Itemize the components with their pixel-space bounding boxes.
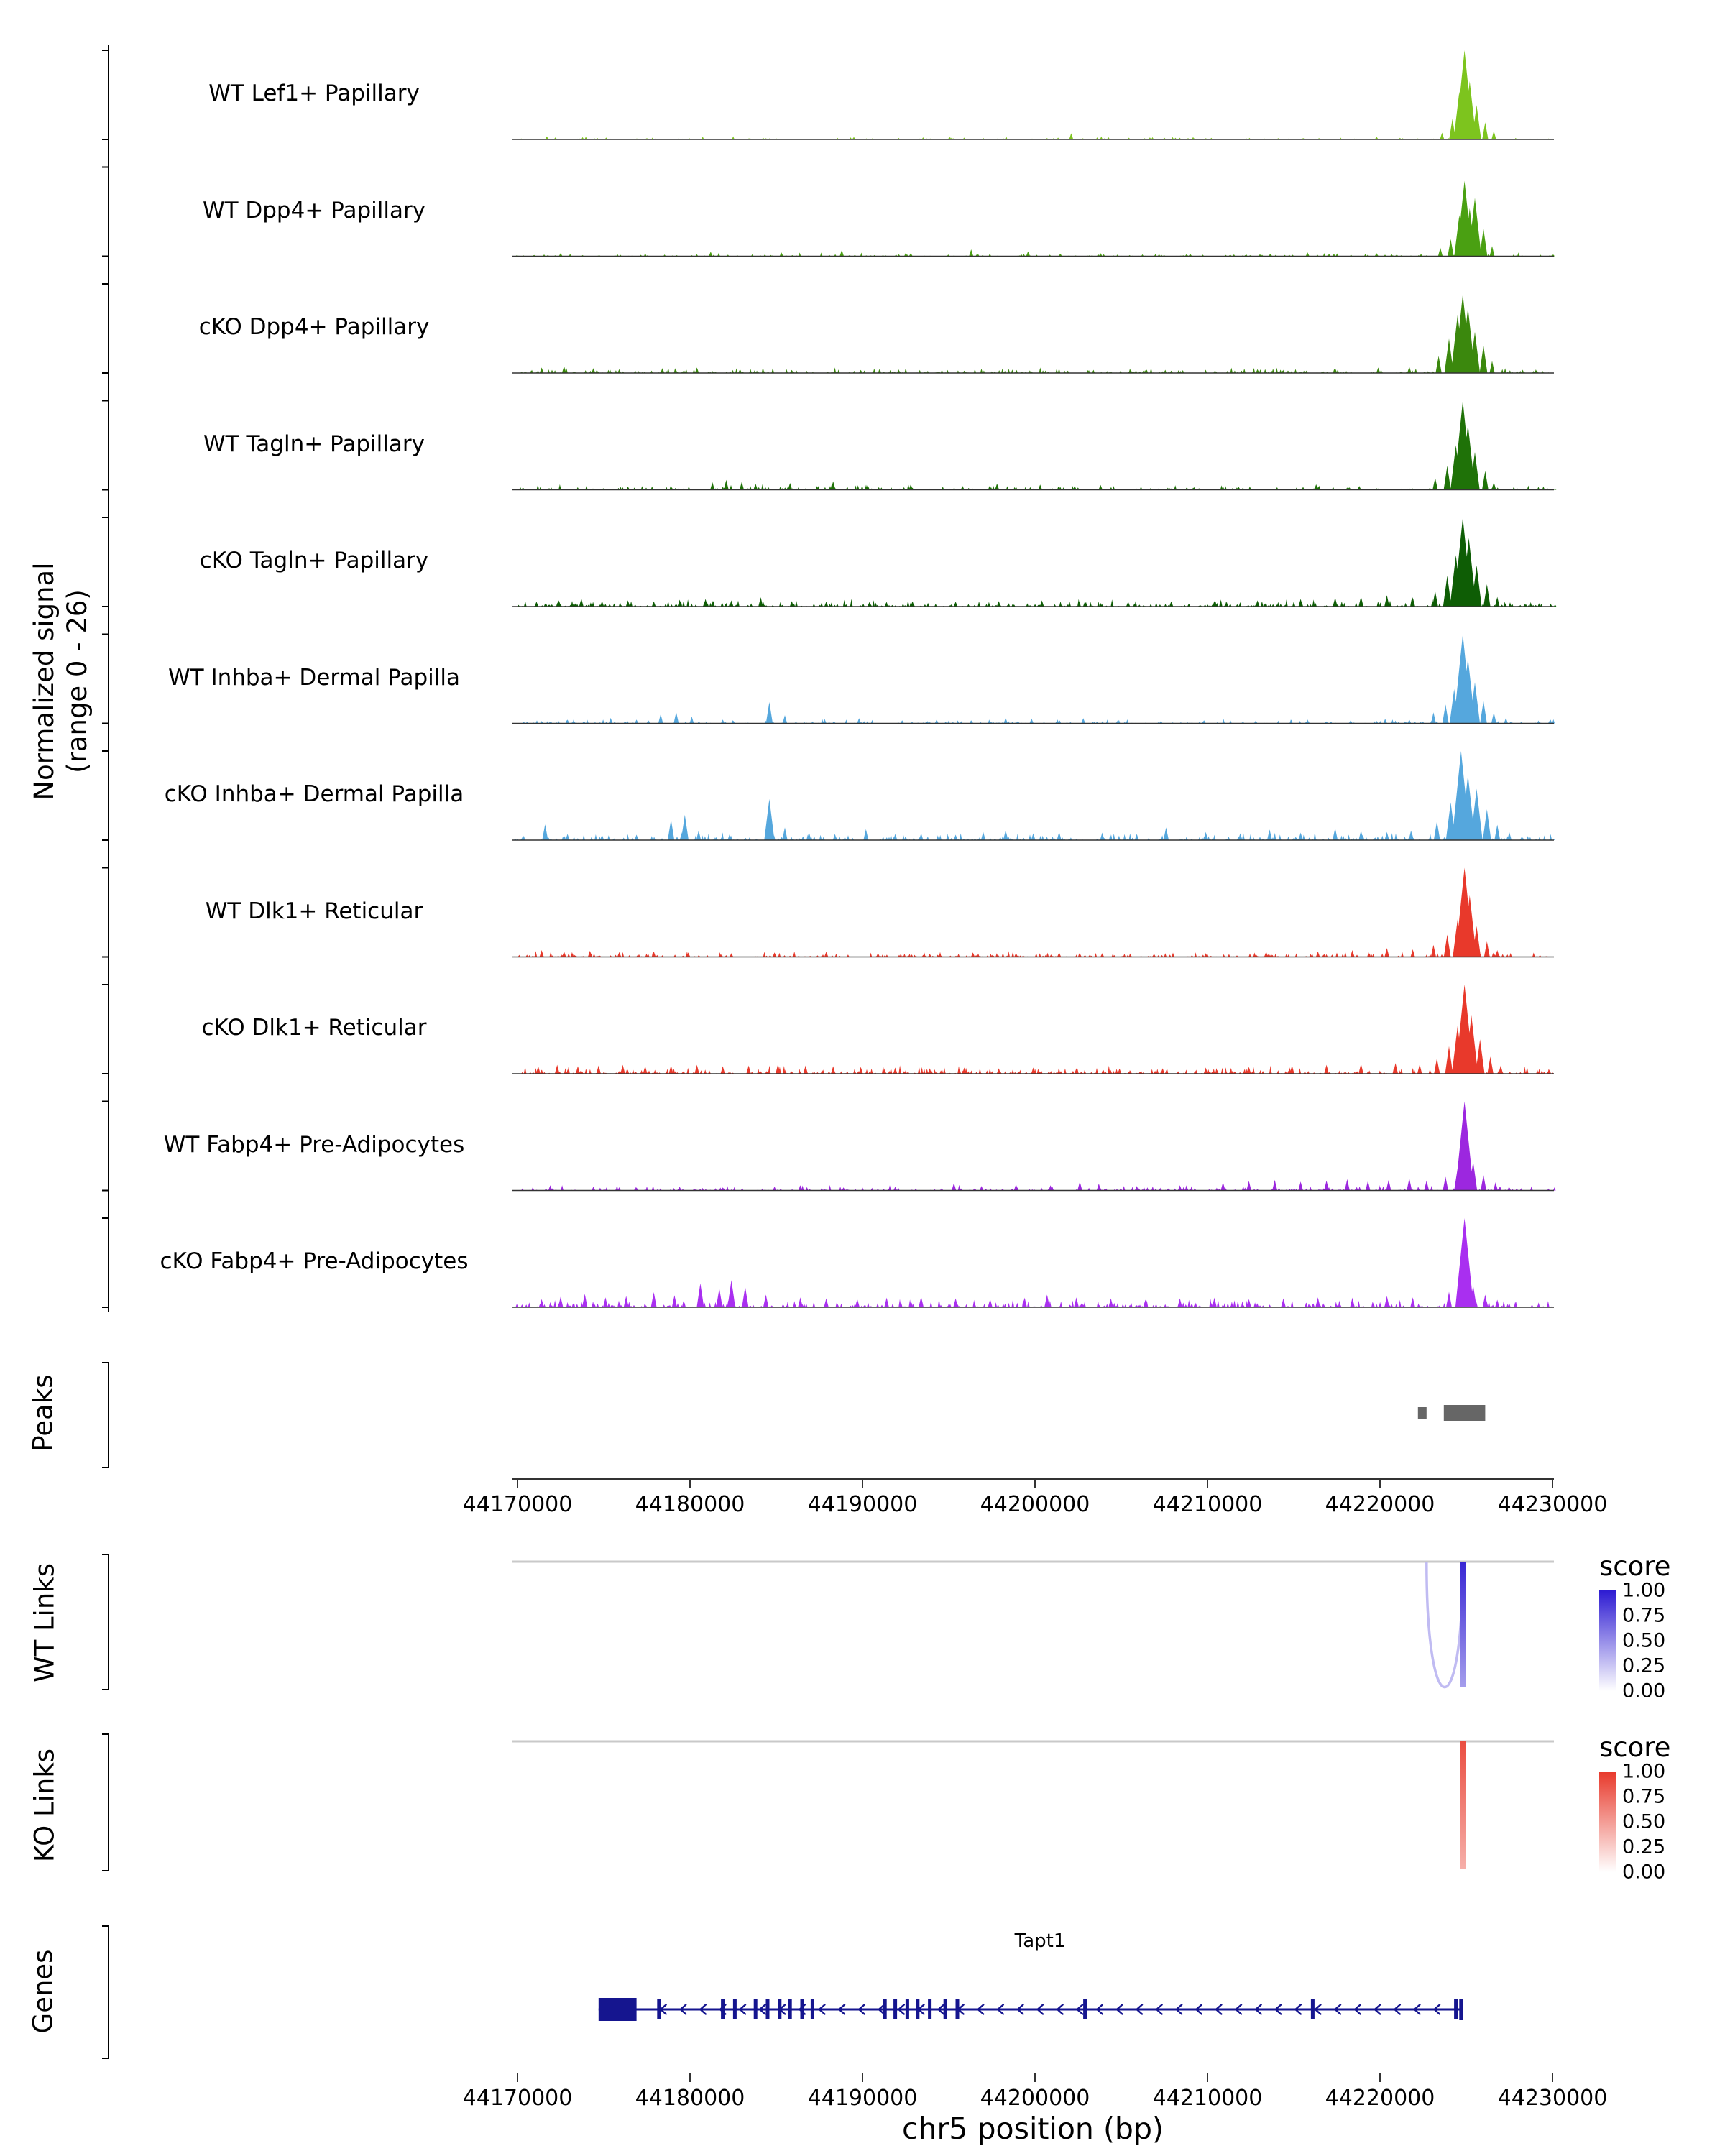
track-label: WT Inhba+ Dermal Papilla — [168, 664, 460, 691]
x-tick-label: 44220000 — [1325, 2086, 1435, 2111]
legend-tick-label: 0.50 — [1622, 1629, 1666, 1652]
section-label-ko-links: KO Links — [29, 1748, 60, 1863]
legend-tick-label: 0.50 — [1622, 1810, 1666, 1833]
legend-tick-label: 0.75 — [1622, 1604, 1666, 1627]
x-tick-label: 44200000 — [980, 1492, 1090, 1517]
legend-tick-label: 0.00 — [1622, 1680, 1666, 1703]
x-tick-label: 44170000 — [462, 2086, 573, 2111]
peak-interval — [1417, 1407, 1427, 1419]
wt-legend-title: score — [1599, 1551, 1671, 1582]
x-tick-label: 44230000 — [1497, 2086, 1608, 2111]
track-label: cKO Inhba+ Dermal Papilla — [164, 781, 464, 807]
signal-track-2 — [515, 180, 1555, 257]
track-label: cKO Dlk1+ Reticular — [201, 1015, 427, 1041]
track-label: WT Tagln+ Papillary — [203, 430, 425, 457]
gene-exon — [800, 1999, 804, 2019]
gene-exon — [1454, 1999, 1458, 2019]
gene-exon — [943, 1999, 947, 2019]
gene-strand-arrows — [659, 2004, 1441, 2015]
ko-score-gradient-bar — [1599, 1772, 1616, 1872]
gene-exon — [765, 1999, 770, 2019]
signal-track-5 — [517, 517, 1557, 607]
peak-interval — [1443, 1405, 1486, 1421]
legend-tick-label: 0.25 — [1622, 1654, 1666, 1677]
legend-tick-label: 1.00 — [1622, 1579, 1666, 1602]
track-label: cKO Tagln+ Papillary — [199, 548, 429, 573]
gene-exon — [721, 1999, 725, 2019]
gene-exon-box — [598, 1998, 637, 2021]
gene-exon — [657, 1999, 661, 2019]
wt-link-line — [1460, 1562, 1466, 1687]
gene-exon — [893, 1999, 898, 2019]
signal-track-7 — [514, 751, 1555, 840]
ko-legend-tick-labels: 1.00 0.75 0.50 0.25 0.00 — [1622, 1762, 1687, 1882]
wt-links-score-legend: score 1.00 0.75 0.50 0.25 0.00 — [1599, 1551, 1687, 1701]
signal-track-9 — [521, 985, 1554, 1074]
x-tick-label: 44230000 — [1497, 1492, 1608, 1517]
x-tick-label: 44170000 — [462, 1492, 573, 1517]
gene-exon — [1310, 1999, 1315, 2019]
track-label: WT Lef1+ Papillary — [208, 80, 420, 106]
gene-end-tick — [1459, 1999, 1463, 2020]
signal-track-8 — [512, 867, 1549, 957]
gene-exon — [1083, 1999, 1087, 2019]
y-axis-label-line1: Normalized signal — [29, 562, 60, 801]
signal-track-10 — [521, 1101, 1556, 1191]
wt-link-arc — [1425, 1561, 1464, 1688]
gene-exon — [753, 1999, 758, 2019]
gene-exon — [905, 1999, 909, 2019]
section-label-peaks: Peaks — [27, 1374, 59, 1452]
x-tick-label: 44210000 — [1152, 1492, 1263, 1517]
ko-link-line — [1460, 1741, 1466, 1869]
legend-tick-label: 0.25 — [1622, 1835, 1666, 1858]
x-tick-label: 44210000 — [1152, 2086, 1263, 2111]
gene-exon — [788, 1999, 792, 2019]
signal-track-11 — [515, 1218, 1554, 1307]
signal-track-4 — [515, 400, 1557, 490]
track-label: cKO Fabp4+ Pre-Adipocytes — [160, 1248, 469, 1274]
wt-score-gradient-bar — [1599, 1590, 1616, 1691]
x-tick-label: 44180000 — [635, 2086, 745, 2111]
gene-exon — [810, 1999, 814, 2019]
x-tick-label: 44190000 — [807, 2086, 918, 2111]
section-label-genes: Genes — [27, 1949, 59, 2034]
signal-track-6 — [523, 634, 1555, 724]
legend-tick-label: 1.00 — [1622, 1760, 1666, 1783]
section-label-wt-links: WT Links — [29, 1563, 60, 1682]
x-tick-label: 44190000 — [807, 1492, 918, 1517]
legend-tick-label: 0.00 — [1622, 1861, 1666, 1884]
x-axis-title: chr5 position (bp) — [902, 2111, 1164, 2146]
wt-legend-tick-labels: 1.00 0.75 0.50 0.25 0.00 — [1622, 1581, 1687, 1701]
gene-name-label: Tapt1 — [1014, 1930, 1066, 1952]
track-label: WT Fabp4+ Pre-Adipocytes — [163, 1131, 465, 1158]
legend-tick-label: 0.75 — [1622, 1785, 1666, 1808]
gene-exon — [928, 1999, 932, 2019]
track-label: WT Dpp4+ Papillary — [202, 197, 426, 224]
x-tick-label: 44180000 — [635, 1492, 745, 1517]
gene-exon — [883, 1999, 887, 2019]
gene-exon — [732, 1999, 737, 2019]
track-label: WT Dlk1+ Reticular — [205, 898, 423, 924]
x-tick-label: 44200000 — [980, 2086, 1090, 2111]
signal-track-1 — [518, 50, 1550, 139]
ko-links-score-legend: score 1.00 0.75 0.50 0.25 0.00 — [1599, 1732, 1687, 1882]
ko-legend-title: score — [1599, 1732, 1671, 1763]
signal-track-3 — [520, 294, 1554, 373]
track-label: cKO Dpp4+ Papillary — [198, 314, 430, 340]
x-tick-label: 44220000 — [1325, 1492, 1435, 1517]
